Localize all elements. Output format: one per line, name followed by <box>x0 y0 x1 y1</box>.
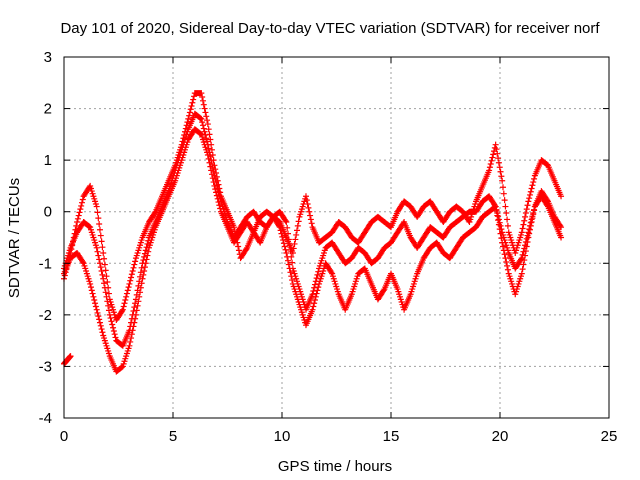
chart-title: Day 101 of 2020, Sidereal Day-to-day VTE… <box>60 20 600 37</box>
y-tick-label: -2 <box>39 307 52 324</box>
x-tick-label: 20 <box>492 428 509 445</box>
y-tick-label: -4 <box>39 410 52 427</box>
y-tick-label: 3 <box>44 49 52 66</box>
plot-frame <box>63 56 610 419</box>
series-track-d <box>61 353 74 367</box>
x-tick-label: 0 <box>60 428 68 445</box>
axis-ticks: 0 5 10 15 20 25 -4 -3 -2 -1 0 1 2 3 <box>39 49 618 445</box>
y-tick-label: 0 <box>44 204 52 221</box>
x-tick-label: 25 <box>601 428 618 445</box>
y-tick-label: 1 <box>44 152 52 169</box>
y-tick-label: -3 <box>39 358 52 375</box>
x-tick-label: 15 <box>383 428 400 445</box>
y-axis-label: SDTVAR / TECUs <box>6 178 23 298</box>
x-axis-label: GPS time / hours <box>278 458 392 475</box>
x-tick-label: 5 <box>169 428 177 445</box>
y-tick-label: -1 <box>39 255 52 272</box>
x-tick-label: 10 <box>274 428 291 445</box>
data-series <box>61 90 565 375</box>
y-tick-label: 2 <box>44 101 52 118</box>
data-point-markers <box>61 353 74 367</box>
